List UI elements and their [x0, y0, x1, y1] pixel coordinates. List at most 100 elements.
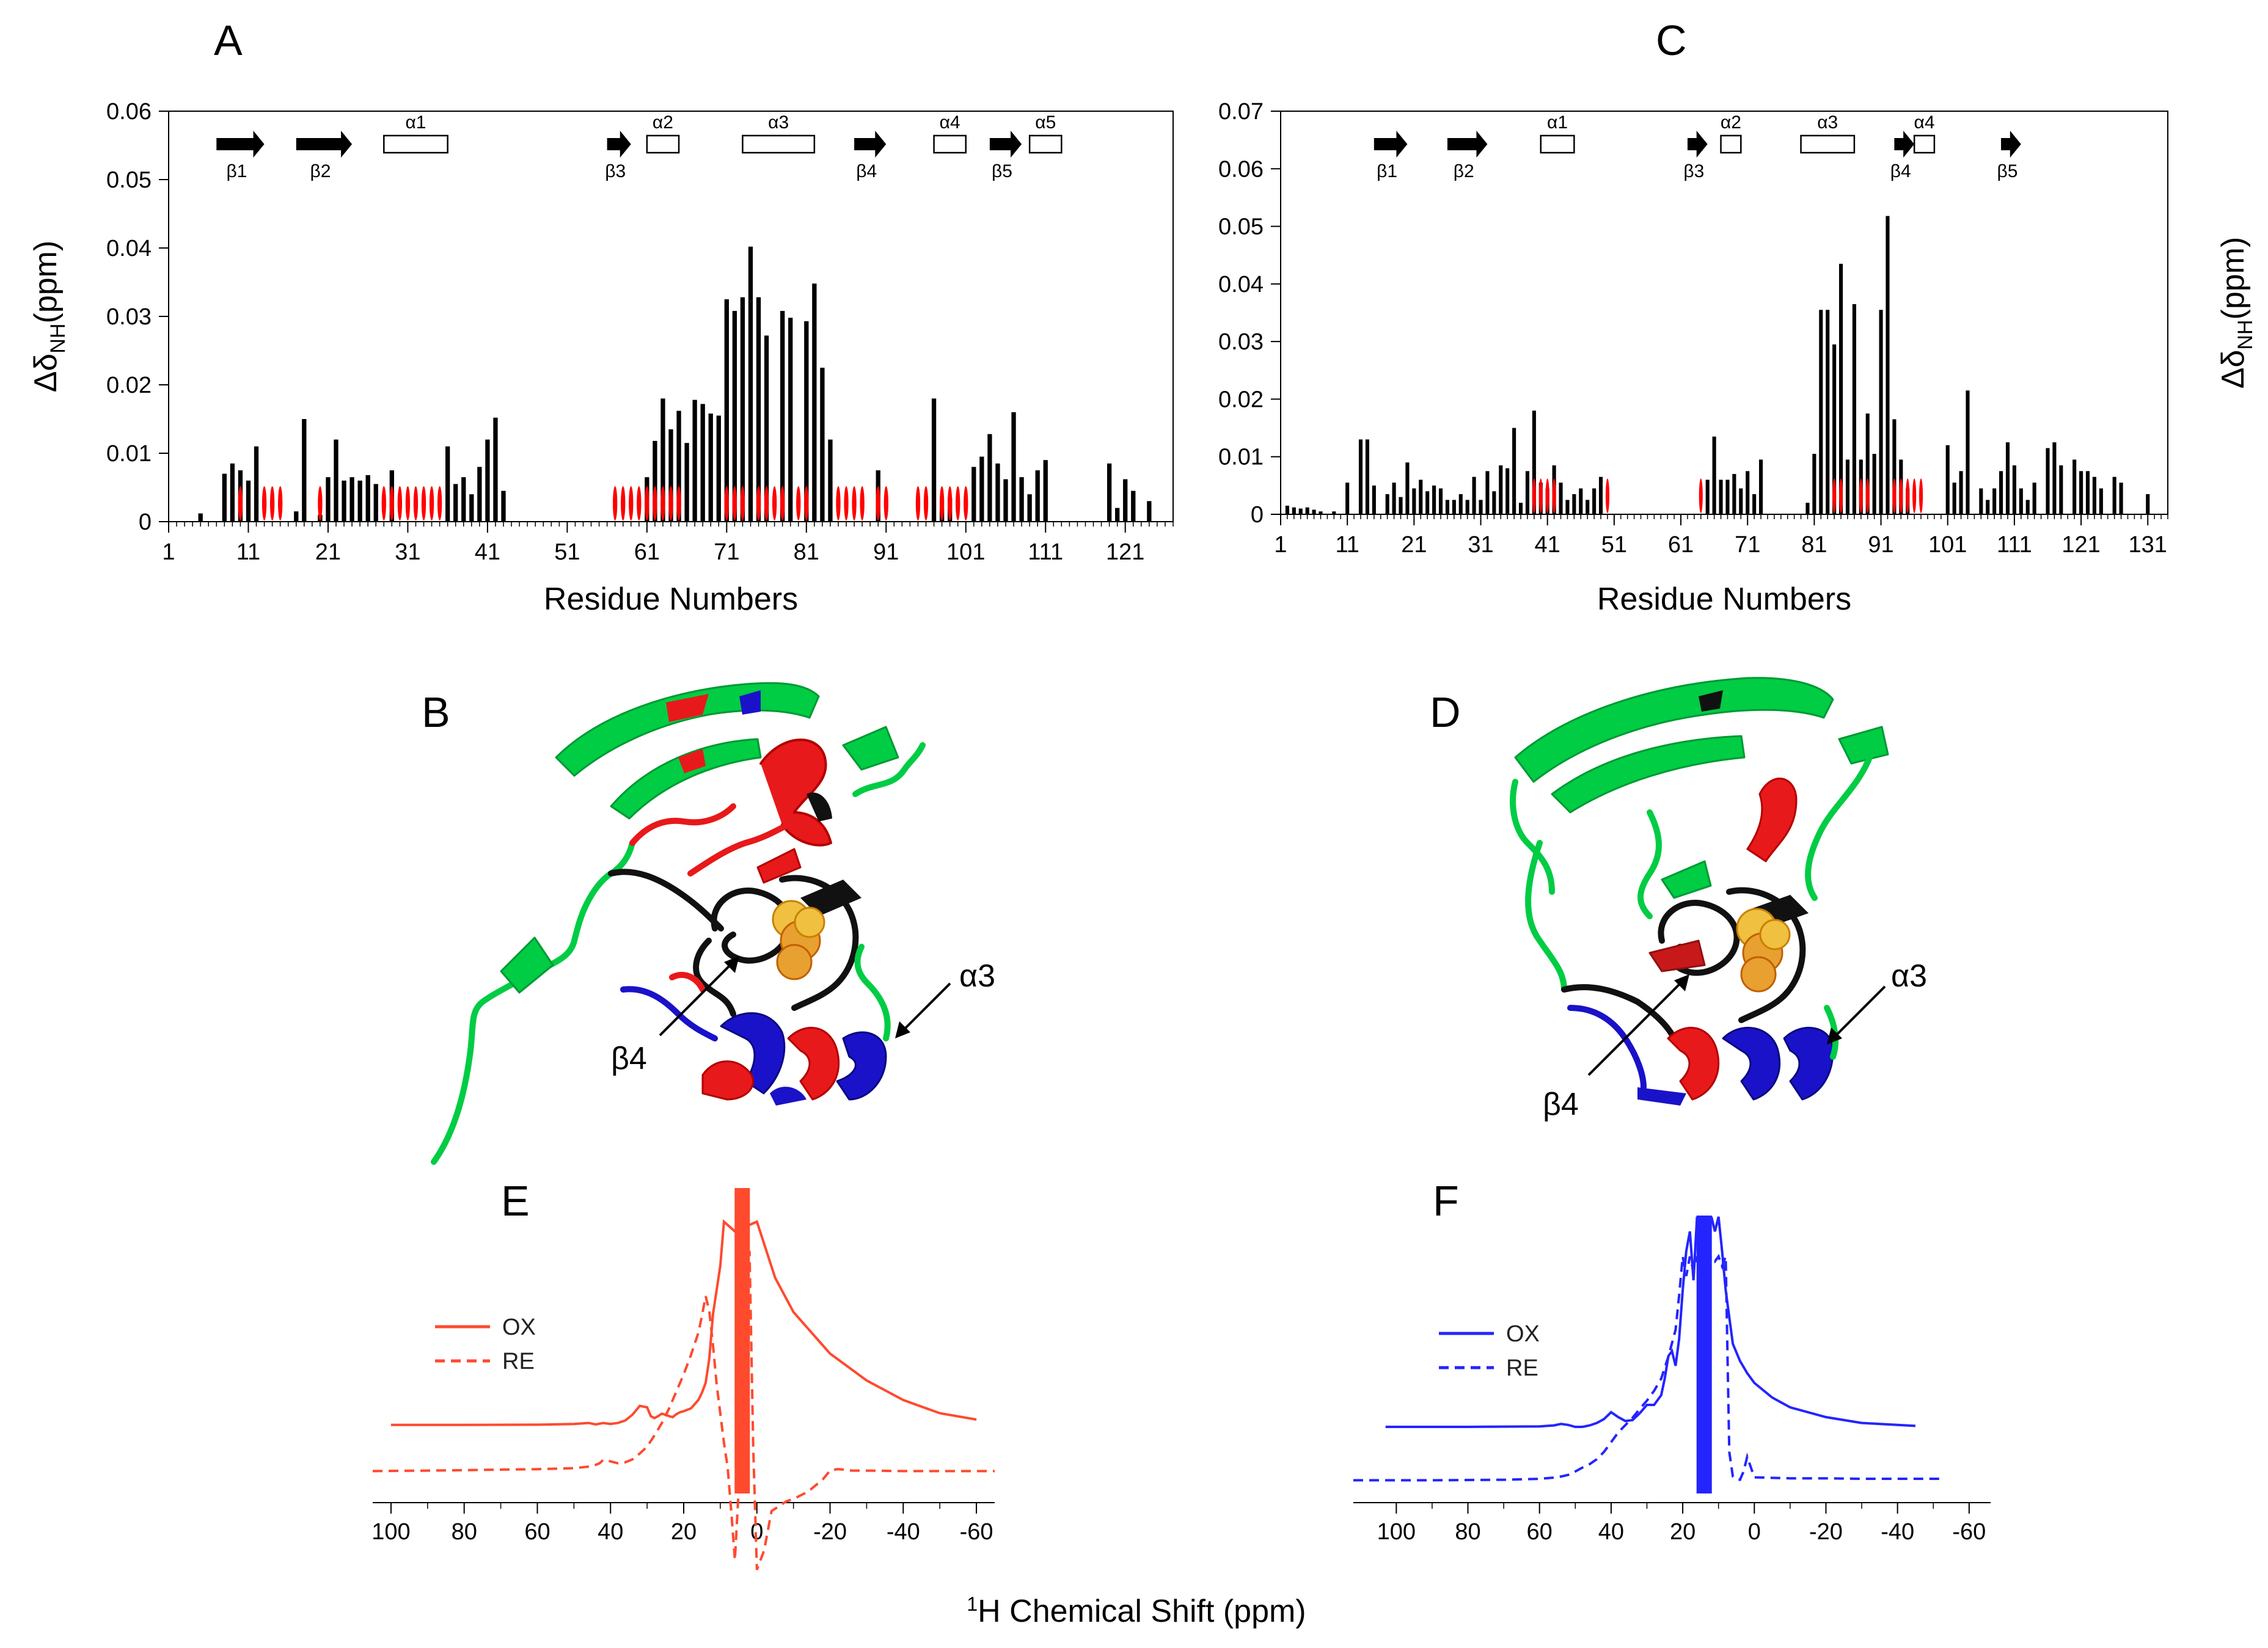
- chart-a-unassigned-marker: [756, 486, 761, 520]
- chart-a-unassigned-marker: [421, 486, 426, 520]
- structure-b-beta-red-1: [666, 694, 709, 722]
- chart-c-ytick-label: 0.02: [1218, 387, 1264, 412]
- chart-a-bar: [1107, 463, 1112, 522]
- chart-a-xtick-label: 71: [714, 539, 739, 565]
- structure-d-fe-sphere-3: [1740, 956, 1777, 993]
- chart-a-ylabel: ΔδNH(ppm): [28, 241, 70, 393]
- spectrum-xlabel: 1H Chemical Shift (ppm): [967, 1593, 1306, 1629]
- chart-c-ytick-label: 0: [1251, 502, 1264, 528]
- chart-a-unassigned-marker: [645, 486, 649, 520]
- chart-c-ytick-label: 0.04: [1218, 272, 1264, 297]
- chart-a-bar: [485, 439, 490, 522]
- chart-a-ss-beta-label: β5: [992, 161, 1012, 181]
- chart-a-xtick-label: 91: [873, 539, 899, 565]
- chart-a-bar: [748, 246, 753, 522]
- panel-letter-c: C: [1656, 16, 1687, 64]
- chart-a-ss-beta-label: β2: [310, 161, 331, 181]
- structure-b-mid-strand: [756, 848, 802, 884]
- chart-c-bar: [1559, 483, 1563, 514]
- chart-c-unassigned-marker: [1865, 478, 1870, 513]
- chart-c-ss-helix-label: α3: [1817, 112, 1838, 133]
- structure-d-beta-sheet-2: [1551, 735, 1746, 814]
- chart-a-xtick-label: 101: [946, 539, 985, 565]
- chart-c-content: 1 11 21 31 41 51 61 71 81 91 101 111 121 13100.010.02…: [1218, 99, 2168, 558]
- chart-c-bar: [1525, 471, 1529, 514]
- structure-d-label-b4: β4: [1543, 1087, 1579, 1122]
- structure-d-arrow-b4-head: [1674, 974, 1689, 991]
- chart-c-bar: [1725, 479, 1730, 514]
- structure-b-black-strand: [800, 880, 861, 916]
- chart-c-xtick-label: 71: [1735, 532, 1760, 558]
- chart-c-bar: [1592, 488, 1597, 514]
- chart-c-bar: [1732, 474, 1736, 514]
- chart-c-bar: [1312, 509, 1316, 514]
- chart-c-ss-helix-box: [1913, 134, 1936, 154]
- chart-c-xtick-label: 131: [2129, 532, 2167, 558]
- chart-a-unassigned-marker: [437, 486, 442, 520]
- chart-c-bar: [1372, 485, 1376, 514]
- chart-c-bar: [1399, 497, 1403, 514]
- chart-c-bar: [1812, 454, 1816, 514]
- chart-f: 100 80 60 40 20 0 -20 -40 -60 OX RE: [1353, 1216, 1991, 1545]
- chart-c-bar: [1719, 479, 1723, 514]
- chart-a-bar: [676, 410, 681, 522]
- chart-a-unassigned-marker: [764, 486, 769, 520]
- chart-a-xtick-label: 11: [236, 539, 260, 565]
- chart-a-unassigned-marker: [724, 486, 729, 520]
- chart-a-unassigned-marker: [653, 486, 657, 520]
- chart-f-legend-re: RE: [1506, 1355, 1538, 1381]
- chart-a-bar: [708, 414, 713, 522]
- structure-d-red-strand: [1648, 939, 1706, 972]
- chart-c-bar: [2085, 471, 2090, 514]
- chart-a-xtick-label: 41: [475, 539, 500, 565]
- chart-a-ytick-label: 0: [139, 509, 152, 535]
- chart-f-line-ox: [1385, 1216, 1916, 1428]
- chart-a-bar: [668, 429, 673, 522]
- chart-a-ss-helix-box: [933, 134, 967, 154]
- chart-e-legend-ox: OX: [502, 1314, 536, 1340]
- chart-f-xtick-label: 80: [1455, 1519, 1480, 1545]
- chart-c-bar: [1512, 428, 1516, 514]
- chart-a-ss-beta-arrow: [854, 131, 887, 158]
- chart-a-bar: [780, 311, 785, 522]
- structure-d-c-loop: [1824, 1005, 1839, 1060]
- structure-b-n-helix: [500, 936, 554, 994]
- structure-d-helix-blue-3: [1637, 1087, 1686, 1106]
- structure-d-loop-green-2: [1525, 840, 1567, 993]
- chart-c-ss-helix-box: [1540, 134, 1575, 154]
- chart-f-xtick-label: 0: [1748, 1519, 1761, 1545]
- chart-c-bar: [2052, 442, 2057, 514]
- structure-b-helix-a3-blue-3: [770, 1087, 807, 1106]
- chart-f-xtick-label: 100: [1377, 1519, 1416, 1545]
- structure-b-loop-red-1: [629, 803, 736, 846]
- chart-c-bar: [1405, 462, 1410, 514]
- chart-e-content: 100 80 60 40 20 0 -20 -40 -60 OX RE: [371, 1188, 995, 1570]
- chart-a-unassigned-marker: [732, 486, 737, 520]
- chart-f-xtick-label: 60: [1527, 1519, 1553, 1545]
- chart-a-ss-beta-arrow: [989, 131, 1022, 158]
- chart-a-bar: [812, 283, 817, 522]
- chart-c-bar: [1499, 465, 1503, 514]
- chart-c-bar: [1479, 500, 1483, 514]
- chart-a-unassigned-marker: [844, 486, 849, 520]
- chart-a-unassigned-marker: [852, 486, 857, 520]
- chart-a-bar: [198, 513, 203, 522]
- chart-a-bar: [724, 299, 729, 522]
- chart-a-unassigned-marker: [780, 486, 785, 520]
- panel-letter-b: B: [422, 688, 450, 736]
- chart-a-xlabel: Residue Numbers: [544, 582, 798, 617]
- chart-c-bar: [1292, 507, 1296, 514]
- chart-a-ss-helix-box: [742, 134, 816, 154]
- chart-c-ylabel-suffix: (ppm): [2215, 237, 2251, 320]
- chart-c-ss-beta-arrow: [1894, 131, 1915, 158]
- chart-c-ylabel: ΔδNH(ppm): [2215, 237, 2257, 389]
- chart-a-ylabel-suffix: (ppm): [28, 241, 64, 324]
- chart-e-xtick-label: 20: [671, 1519, 697, 1545]
- chart-a-unassigned-marker: [676, 486, 681, 520]
- chart-c-bar: [1865, 414, 1870, 514]
- structure-d-loop-black-left: [1561, 984, 1677, 1041]
- chart-c-bar: [1332, 511, 1336, 514]
- chart-c-ytick-label: 0.03: [1218, 329, 1264, 355]
- chart-a-bar: [334, 439, 338, 522]
